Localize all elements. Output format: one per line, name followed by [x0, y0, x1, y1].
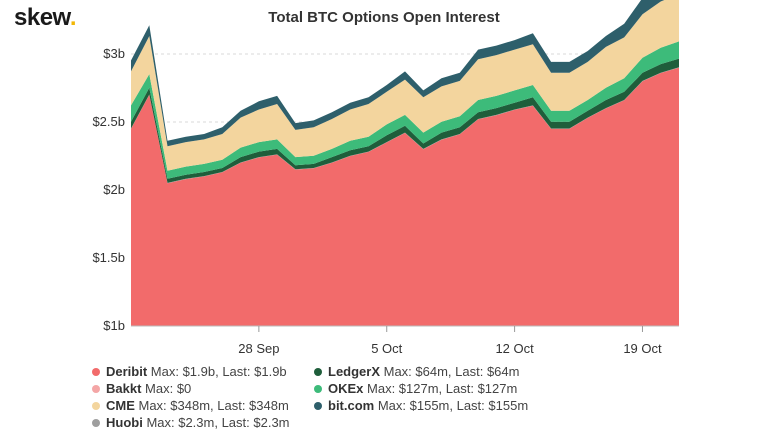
legend-swatch	[314, 367, 322, 376]
legend-series-stats: Max: $64m, Last: $64m	[380, 364, 520, 379]
legend-series-stats: Max: $1.9b, Last: $1.9b	[147, 364, 287, 379]
y-tick-label: $1.5b	[92, 250, 125, 265]
x-tick-label: 5 Oct	[371, 341, 402, 356]
y-tick-label: $1b	[103, 318, 125, 333]
stacked-areas	[131, 0, 679, 326]
legend-column-left: Deribit Max: $1.9b, Last: $1.9b Bakkt Max…	[92, 364, 290, 432]
legend-item-huobi[interactable]: Huobi Max: $2.3m, Last: $2.3m	[92, 415, 290, 432]
area-ledgerx	[131, 58, 679, 183]
y-tick-label: $2b	[103, 182, 125, 197]
area-bit-com	[131, 0, 665, 147]
chart-title: Total BTC Options Open Interest	[268, 9, 500, 26]
area-okex	[131, 41, 679, 179]
legend-swatch	[314, 384, 322, 393]
legend-series-name: CME	[106, 398, 135, 413]
x-tick-label: 19 Oct	[623, 341, 662, 356]
x-axis: 28 Sep 5 Oct 12 Oct 19 Oct	[131, 325, 679, 356]
legend-item-deribit[interactable]: Deribit Max: $1.9b, Last: $1.9b	[92, 364, 290, 381]
legend-series-name: Huobi	[106, 415, 143, 430]
y-axis: $1b $1.5b $2b $2.5b $3b	[92, 46, 125, 333]
x-tick-label: 28 Sep	[238, 341, 279, 356]
legend-series-name: bit.com	[328, 398, 375, 413]
legend-swatch	[92, 418, 100, 427]
legend-item-okex[interactable]: OKEx Max: $127m, Last: $127m	[314, 381, 528, 398]
skew-logo: skew.	[14, 4, 77, 32]
y-tick-label: $2.5b	[92, 114, 125, 129]
logo-dot: .	[69, 4, 77, 31]
area-cme	[131, 0, 679, 171]
legend-series-stats: Max: $348m, Last: $348m	[134, 398, 289, 413]
legend-swatch	[92, 367, 100, 376]
legend-swatch	[92, 401, 100, 410]
legend-item-bakkt[interactable]: Bakkt Max: $0	[92, 381, 290, 398]
area-deribit	[131, 67, 679, 326]
legend-series-stats: Max: $0	[141, 381, 192, 396]
y-tick-label: $3b	[103, 46, 125, 61]
legend-series-name: LedgerX	[328, 364, 381, 379]
legend-series-name: Deribit	[106, 364, 148, 379]
x-tick-label: 12 Oct	[495, 341, 534, 356]
legend-swatch	[314, 401, 322, 410]
legend-series-stats: Max: $2.3m, Last: $2.3m	[142, 415, 290, 430]
legend-item-cme[interactable]: CME Max: $348m, Last: $348m	[92, 398, 290, 415]
legend-item-bit-com[interactable]: bit.com Max: $155m, Last: $155m	[314, 398, 528, 415]
legend-swatch	[92, 384, 100, 393]
logo-text: skew	[14, 4, 70, 31]
legend-series-name: OKEx	[328, 381, 364, 396]
legend-series-name: Bakkt	[106, 381, 142, 396]
legend-series-stats: Max: $127m, Last: $127m	[363, 381, 518, 396]
legend-item-ledgerx[interactable]: LedgerX Max: $64m, Last: $64m	[314, 364, 528, 381]
legend-column-right: LedgerX Max: $64m, Last: $64m OKEx Max: $…	[314, 364, 528, 415]
legend-series-stats: Max: $155m, Last: $155m	[374, 398, 529, 413]
